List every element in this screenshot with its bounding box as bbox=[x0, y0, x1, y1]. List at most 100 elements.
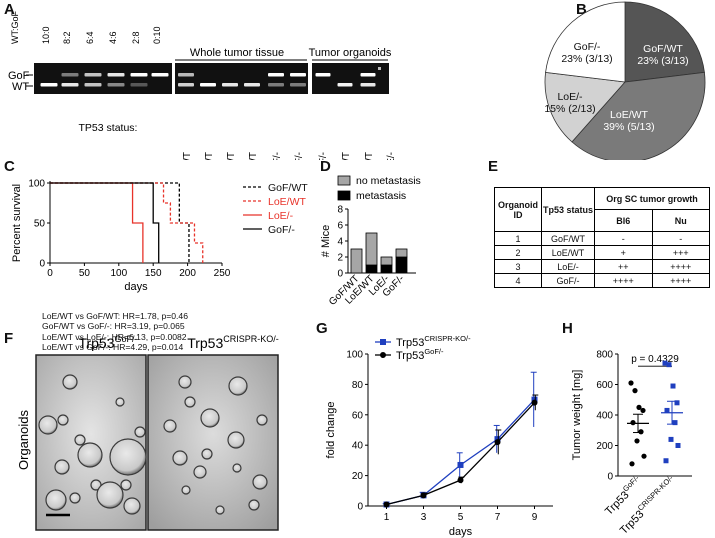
data-point bbox=[457, 477, 464, 484]
organoid bbox=[120, 479, 132, 491]
series-line bbox=[386, 402, 535, 506]
data-point bbox=[672, 420, 678, 426]
gel-band bbox=[107, 73, 125, 77]
y-tick-label: 0 bbox=[337, 269, 343, 280]
y-tick-label: 60 bbox=[352, 410, 364, 421]
y-axis-label: # Mice bbox=[320, 225, 332, 257]
gel-band bbox=[84, 83, 102, 87]
gel-band bbox=[222, 83, 238, 87]
legend-entry: GoF/WT bbox=[268, 182, 308, 194]
organoid bbox=[74, 434, 86, 446]
legend-entry: metastasis bbox=[356, 190, 406, 202]
legend-swatch bbox=[337, 190, 351, 201]
y-tick-label: 50 bbox=[34, 219, 46, 230]
cell-nu: ++++ bbox=[651, 273, 710, 288]
pie-slice bbox=[544, 71, 626, 143]
organoid bbox=[215, 505, 225, 515]
data-point bbox=[670, 383, 676, 389]
fold-change-chart: 1 3 5 7 9 0 20 40 60 80 100 days fold change Trp53CRI… bbox=[325, 334, 553, 538]
organoid bbox=[96, 481, 124, 509]
cell-nu: - bbox=[651, 231, 710, 246]
organoid bbox=[228, 376, 248, 396]
status-labels: GoF/WT LoE/WT LoE/WT LoE/WT GoF/- GoF/- GoF/- L… bbox=[182, 152, 397, 160]
y-tick-label: 0 bbox=[607, 472, 613, 483]
ratio-label: 4:6 bbox=[108, 31, 118, 44]
organoid bbox=[69, 492, 81, 504]
data-point bbox=[663, 458, 669, 464]
x-tick-label: 9 bbox=[532, 512, 538, 523]
p-value: p = 0.4329 bbox=[631, 354, 679, 365]
organoid bbox=[248, 499, 260, 511]
organoid bbox=[252, 474, 268, 490]
y-tick-label: 100 bbox=[346, 350, 363, 361]
pie-slice-label: 39% (5/13) bbox=[603, 121, 654, 133]
data-point bbox=[674, 400, 680, 406]
gel-band bbox=[130, 83, 148, 87]
survival-chart: 0 50 100 150 200 250 0 50 100 days Percent surviva… bbox=[11, 179, 308, 294]
cell-bl6: ++++ bbox=[594, 273, 653, 288]
organoid bbox=[163, 419, 177, 433]
col-organoid-id: Organoid ID bbox=[494, 187, 542, 232]
gel-speck bbox=[378, 67, 381, 70]
band-gof-label: GoF bbox=[8, 70, 30, 82]
organoid bbox=[109, 438, 147, 476]
gel-band bbox=[107, 83, 125, 87]
organoid bbox=[193, 465, 207, 479]
x-tick-label: 1 bbox=[384, 512, 390, 523]
x-tick-label: 50 bbox=[79, 268, 91, 279]
y-tick-label: 100 bbox=[28, 179, 45, 190]
y-tick-label: 20 bbox=[352, 471, 364, 482]
band-wt-label: WT bbox=[12, 81, 29, 93]
y-axis-label: fold change bbox=[325, 402, 337, 459]
table-row: 3 LoE/- ++ ++++ bbox=[494, 259, 710, 274]
cell-bl6: ++ bbox=[594, 259, 653, 274]
data-point bbox=[662, 360, 668, 366]
tp53-status-label: TP53 status: bbox=[79, 122, 138, 134]
col-tp53-status: Tp53 status bbox=[541, 187, 595, 232]
data-point bbox=[629, 461, 635, 467]
bar-segment bbox=[365, 232, 378, 266]
image-title-crispr: Trp53CRISPR-KO/- bbox=[187, 334, 279, 351]
pie-slice-label: 23% (3/13) bbox=[561, 53, 612, 65]
table-row: 4 GoF/- ++++ ++++ bbox=[494, 273, 710, 288]
survival-stats: LoE/WT vs GoF/WT: HR=1.78, p=0.46 GoF/WT… bbox=[42, 311, 188, 352]
organoid bbox=[172, 450, 188, 466]
organoid bbox=[181, 485, 191, 495]
panel-label-f: F bbox=[4, 330, 14, 347]
ratio-label: 0:10 bbox=[152, 26, 162, 44]
panel-label-g: G bbox=[316, 320, 328, 337]
gel-organoids bbox=[312, 63, 389, 94]
organoid bbox=[45, 489, 67, 511]
gel-band bbox=[337, 83, 353, 87]
organoid bbox=[134, 426, 146, 438]
ratio-label: 6:4 bbox=[85, 31, 95, 44]
x-tick-label: 5 bbox=[458, 512, 464, 523]
gel-band bbox=[290, 83, 306, 87]
panel-label-e: E bbox=[488, 158, 499, 175]
gel-band bbox=[61, 83, 79, 87]
cell-nu: +++ bbox=[651, 245, 710, 260]
organoid bbox=[178, 375, 192, 389]
legend-marker bbox=[380, 339, 386, 345]
status-label: LoE/WT bbox=[226, 152, 237, 160]
organoid bbox=[57, 414, 69, 426]
organoid-images: Organoids Trp53GoF/- Trp53CRISPR-KO/- bbox=[16, 334, 279, 531]
cell-status: GoF/WT bbox=[541, 231, 595, 246]
survival-line bbox=[50, 182, 160, 263]
panel-label-c: C bbox=[4, 158, 15, 175]
organoid bbox=[123, 497, 141, 515]
legend-entry: no metastasis bbox=[356, 175, 421, 187]
cell-id: 3 bbox=[494, 259, 542, 274]
bar-segment bbox=[380, 264, 393, 274]
data-point bbox=[630, 420, 636, 426]
organoid bbox=[227, 431, 245, 449]
y-tick-label: 80 bbox=[352, 380, 364, 391]
y-tick-label: 6 bbox=[337, 221, 343, 232]
stat-line: GoF/WT vs GoF/-: HR=3.19, p=0.065 bbox=[42, 321, 185, 332]
status-label: GoF/WT bbox=[364, 152, 375, 160]
pie-slice bbox=[571, 71, 706, 160]
y-tick-label: 8 bbox=[337, 205, 343, 216]
gel-band bbox=[178, 83, 194, 87]
bar-segment bbox=[350, 248, 363, 274]
